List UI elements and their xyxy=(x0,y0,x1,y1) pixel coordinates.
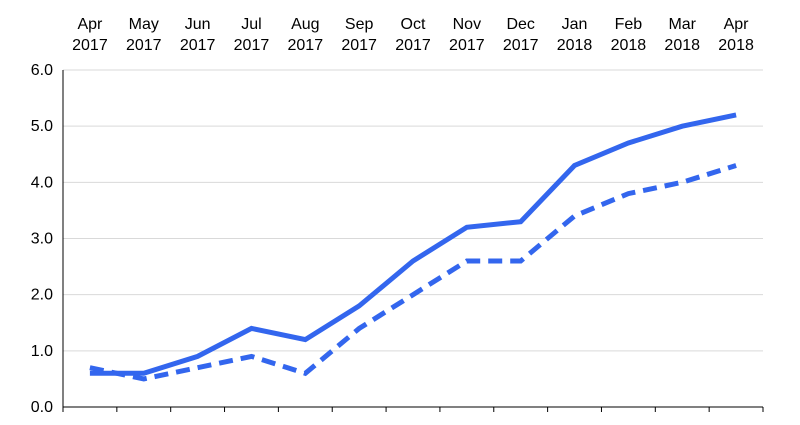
x-tick-label: Jan 2018 xyxy=(557,16,593,54)
x-tick-year: 2018 xyxy=(718,37,754,54)
x-tick-year: 2017 xyxy=(503,37,539,54)
x-tick-month: May xyxy=(129,16,159,33)
x-tick-month: Feb xyxy=(615,16,643,33)
y-tick-labels: 0.0 1.0 2.0 3.0 4.0 5.0 6.0 xyxy=(31,62,53,416)
x-tick-year: 2018 xyxy=(557,37,593,54)
x-tick-month: Sep xyxy=(345,16,374,33)
x-tick-year: 2017 xyxy=(449,37,485,54)
x-tick-label: Apr 2017 xyxy=(72,16,108,54)
axes xyxy=(62,70,764,412)
x-tick-label: Dec 2017 xyxy=(503,16,539,54)
x-tick-month: Oct xyxy=(401,16,426,33)
x-tick-label: May 2017 xyxy=(126,16,162,54)
x-tick-month: Nov xyxy=(453,16,481,33)
y-tick-label: 2.0 xyxy=(31,287,53,304)
x-tick-label: Feb 2018 xyxy=(611,16,647,54)
y-tick-label: 3.0 xyxy=(31,231,53,248)
x-tick-year: 2017 xyxy=(72,37,108,54)
x-tick-month: Jun xyxy=(185,16,211,33)
x-tick-year: 2017 xyxy=(180,37,216,54)
x-tick-year: 2017 xyxy=(288,37,324,54)
y-tick-label: 4.0 xyxy=(31,174,53,191)
x-tick-label: Apr 2018 xyxy=(718,16,754,54)
x-tick-label: Mar 2018 xyxy=(664,16,700,54)
x-tick-year: 2018 xyxy=(611,37,647,54)
x-tick-year: 2017 xyxy=(126,37,162,54)
x-tick-month: Mar xyxy=(668,16,696,33)
x-tick-label: Aug 2017 xyxy=(288,16,324,54)
x-tick-year: 2017 xyxy=(234,37,270,54)
x-tick-month: Dec xyxy=(506,16,534,33)
x-tick-month: Aug xyxy=(291,16,319,33)
x-tick-labels: Apr 2017 May 2017 Jun 2017 Jul 2017 Aug 2017 Sep 20… xyxy=(72,16,754,54)
x-tick-label: Jun 2017 xyxy=(180,16,216,54)
y-tick-label: 5.0 xyxy=(31,118,53,135)
x-tick-year: 2017 xyxy=(395,37,431,54)
y-tick-label: 0.0 xyxy=(31,399,53,416)
gridlines xyxy=(63,69,763,352)
x-tick-label: Nov 2017 xyxy=(449,16,485,54)
x-tick-label: Sep 2017 xyxy=(341,16,377,54)
x-tick-month: Apr xyxy=(77,16,103,33)
x-tick-month: Apr xyxy=(724,16,750,33)
series-line-solid xyxy=(89,112,737,376)
y-tick-label: 6.0 xyxy=(31,62,53,79)
x-tick-month: Jan xyxy=(562,16,588,33)
x-tick-label: Oct 2017 xyxy=(395,16,431,54)
x-tick-month: Jul xyxy=(241,16,261,33)
series-lines xyxy=(89,112,737,382)
x-tick-year: 2018 xyxy=(664,37,700,54)
series-line-dashed xyxy=(89,163,737,382)
x-tick-year: 2017 xyxy=(341,37,377,54)
x-tick-label: Jul 2017 xyxy=(234,16,270,54)
y-tick-label: 1.0 xyxy=(31,343,53,360)
